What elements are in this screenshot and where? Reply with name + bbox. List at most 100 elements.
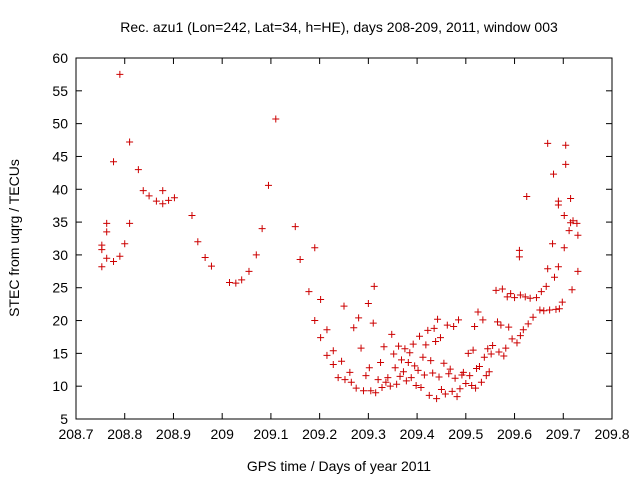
data-point [427,357,435,365]
data-point [359,387,367,395]
data-point [402,377,410,385]
x-tick-label: 209.3 [351,426,386,442]
data-point [165,196,173,204]
x-tick-label: 209 [211,426,235,442]
data-point [296,256,304,264]
data-point [340,302,348,310]
data-point [110,158,118,166]
data-point [489,341,497,349]
data-point [419,353,427,361]
data-point [450,322,458,330]
data-point [264,181,272,189]
data-point [382,378,390,386]
data-point [357,344,365,352]
data-point [252,251,260,259]
data-point [567,194,575,202]
data-point [305,288,313,296]
data-point [188,212,196,220]
data-point [503,293,511,301]
data-point [396,372,404,380]
data-point [152,197,160,205]
data-point [524,320,532,328]
data-point [523,192,531,200]
x-axis-label: GPS time / Days of year 2011 [247,458,431,474]
data-point [560,244,568,252]
data-point [432,338,440,346]
data-point [317,296,325,304]
y-tick-label: 45 [52,148,68,164]
data-point [464,349,472,357]
data-point [103,254,111,262]
data-point [529,313,537,321]
data-point [429,369,437,377]
chart-title: Rec. azu1 (Lon=242, Lat=34, h=HE), days … [120,19,558,35]
data-point [469,346,477,354]
data-point [502,344,510,352]
data-point [433,395,441,403]
data-point [466,372,474,380]
data-point [399,368,407,376]
y-tick-label: 5 [60,411,68,427]
data-point [540,307,548,315]
y-tick-label: 20 [52,313,68,329]
data-point [519,326,527,334]
data-point [329,361,337,369]
data-point [500,352,508,360]
data-point [558,298,566,306]
data-point [468,382,476,390]
data-point [347,378,355,386]
data-point [472,384,480,392]
data-point [103,219,111,227]
data-point [126,138,134,146]
data-point [232,279,240,287]
data-point [245,267,253,275]
data-point [497,321,505,329]
data-point [98,263,106,271]
data-point [352,384,360,392]
data-point [471,322,479,330]
data-points [98,70,582,403]
y-tick-label: 15 [52,345,68,361]
data-point [551,273,559,281]
data-point [145,192,153,200]
data-point [372,389,380,397]
data-point [526,294,534,302]
data-point [479,316,487,324]
data-point [110,257,118,265]
data-point [369,319,377,327]
data-point [116,70,124,78]
data-point [420,371,428,379]
data-point [407,374,415,382]
data-point [495,348,503,356]
data-point [448,387,456,395]
data-point [395,342,403,350]
data-point [505,323,513,331]
data-point [311,317,319,325]
data-point [406,349,414,357]
data-point [456,385,464,393]
data-point [362,372,370,380]
data-point [435,373,443,381]
data-point [511,294,519,302]
data-point [507,290,515,298]
data-point [425,391,433,399]
data-point [453,393,461,401]
data-point [323,326,331,334]
data-point [443,321,451,329]
data-point [542,282,550,290]
data-point [346,368,354,376]
data-point [441,390,449,398]
data-point [459,368,467,376]
data-point [513,339,521,347]
data-point [544,265,552,273]
data-point [515,246,523,254]
data-point [291,223,299,231]
data-point [390,350,398,358]
data-point [401,345,409,353]
data-point [397,356,405,364]
plot-frame [75,57,613,420]
data-point [462,380,470,388]
data-point [573,219,581,227]
data-point [516,332,524,340]
